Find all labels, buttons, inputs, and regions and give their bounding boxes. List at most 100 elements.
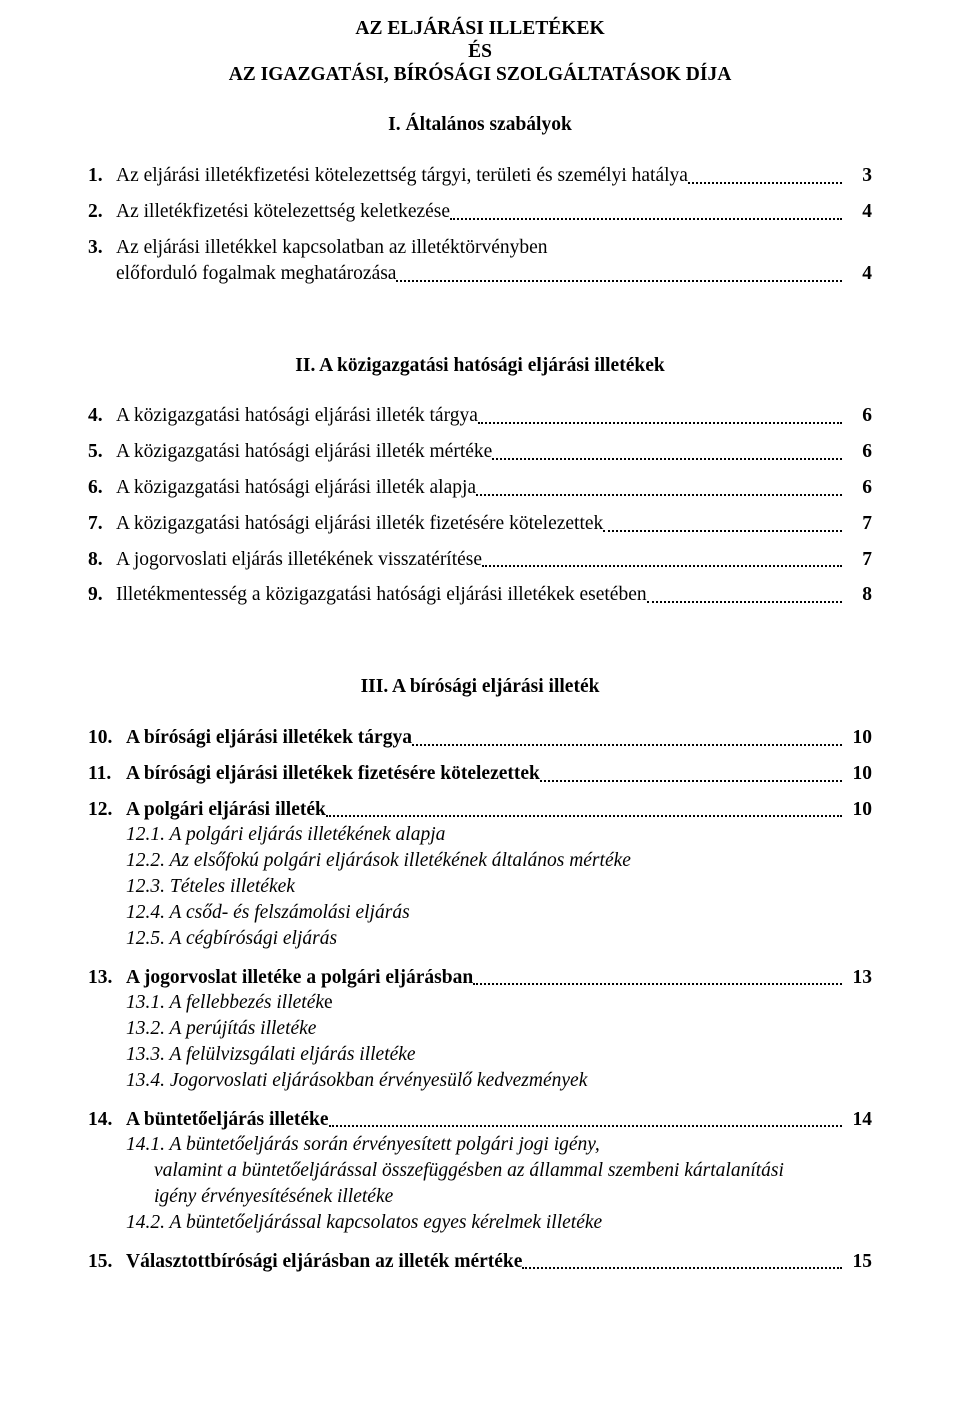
- toc-page: 13: [844, 967, 872, 990]
- toc-number: 3.: [88, 237, 116, 260]
- toc-subitem: 13.2. A perújítás illetéke: [88, 1018, 872, 1041]
- toc-page: 4: [844, 201, 872, 224]
- toc-leader: [482, 565, 842, 567]
- toc-subitem: 12.4. A csőd- és felszámolási eljárás: [88, 902, 872, 925]
- toc-leader: [329, 1125, 842, 1127]
- toc-number: 15.: [88, 1251, 126, 1274]
- toc-row: 4. A közigazgatási hatósági eljárási ill…: [88, 405, 872, 428]
- section-heading-1: I. Általános szabályok: [88, 114, 872, 137]
- toc-number: 8.: [88, 549, 116, 572]
- title-line-1: AZ ELJÁRÁSI ILLETÉKEK: [88, 18, 872, 41]
- toc-page: 15: [844, 1251, 872, 1274]
- toc-label: Választottbírósági eljárásban az illeték…: [126, 1251, 522, 1274]
- toc-subitem: 14.1. A büntetőeljárás során érvényesíte…: [88, 1134, 872, 1157]
- toc-page: 6: [844, 405, 872, 428]
- toc-subitem: 12.1. A polgári eljárás illetékének alap…: [88, 824, 872, 847]
- toc-number: 5.: [88, 441, 116, 464]
- toc-leader: [522, 1267, 842, 1269]
- toc-number: 14.: [88, 1109, 126, 1132]
- toc-number: 12.: [88, 799, 126, 822]
- toc-leader: [473, 983, 842, 985]
- toc-label: A közigazgatási hatósági eljárási illeté…: [116, 405, 478, 428]
- toc-label: A jogorvoslat illetéke a polgári eljárás…: [126, 967, 473, 990]
- toc-number: 7.: [88, 513, 116, 536]
- toc-page: 10: [844, 727, 872, 750]
- toc-number: 6.: [88, 477, 116, 500]
- toc-subitem: 12.5. A cégbírósági eljárás: [88, 928, 872, 951]
- toc-page: 7: [844, 513, 872, 536]
- toc-page: 7: [844, 549, 872, 572]
- toc-number: 1.: [88, 165, 116, 188]
- toc-leader: [478, 422, 842, 424]
- toc-row: 1. Az eljárási illetékfizetési kötelezet…: [88, 165, 872, 188]
- toc-row: előforduló fogalmak meghatározása 4: [116, 263, 872, 286]
- toc-row: 5. A közigazgatási hatósági eljárási ill…: [88, 441, 872, 464]
- toc-subitem: 12.3. Tételes illetékek: [88, 876, 872, 899]
- toc-subitem: 13.3. A felülvizsgálati eljárás illetéke: [88, 1044, 872, 1067]
- toc-label: Illetékmentesség a közigazgatási hatóság…: [116, 584, 647, 607]
- toc-page: 10: [844, 799, 872, 822]
- toc-leader: [476, 494, 842, 496]
- toc-label: előforduló fogalmak meghatározása: [116, 263, 396, 286]
- toc-section-1: 1. Az eljárási illetékfizetési kötelezet…: [88, 165, 872, 285]
- section-heading-3: III. A bírósági eljárási illeték: [88, 676, 872, 699]
- toc-subitem-cont: igény érvényesítésének illetéke: [88, 1186, 872, 1209]
- toc-row: 11. A bírósági eljárási illetékek fizeté…: [88, 763, 872, 786]
- toc-number: 2.: [88, 201, 116, 224]
- toc-number: 9.: [88, 584, 116, 607]
- toc-label: A bírósági eljárási illetékek tárgya: [126, 727, 412, 750]
- toc-leader: [326, 815, 842, 817]
- toc-row: 8. A jogorvoslati eljárás illetékének vi…: [88, 549, 872, 572]
- toc-label: A közigazgatási hatósági eljárási illeté…: [116, 477, 476, 500]
- toc-row: 13. A jogorvoslat illetéke a polgári elj…: [88, 967, 872, 990]
- toc-section-3: 10. A bírósági eljárási illetékek tárgya…: [88, 727, 872, 1273]
- toc-page: 4: [844, 263, 872, 286]
- toc-number: 11.: [88, 763, 126, 786]
- toc-label: A polgári eljárási illeték: [126, 799, 326, 822]
- toc-page: 10: [844, 763, 872, 786]
- toc-leader: [688, 182, 842, 184]
- toc-page: 14: [844, 1109, 872, 1132]
- toc-page: 6: [844, 441, 872, 464]
- toc-row: 9. Illetékmentesség a közigazgatási ható…: [88, 584, 872, 607]
- toc-subitem-suffix: e: [324, 992, 333, 1013]
- document-title: AZ ELJÁRÁSI ILLETÉKEK ÉS AZ IGAZGATÁSI, …: [88, 18, 872, 86]
- toc-leader: [647, 601, 842, 603]
- toc-subitem: 12.2. Az elsőfokú polgári eljárások ille…: [88, 850, 872, 873]
- toc-label: Az eljárási illetékfizetési kötelezettsé…: [116, 165, 688, 188]
- toc-row: 7. A közigazgatási hatósági eljárási ill…: [88, 513, 872, 536]
- toc-page: 3: [844, 165, 872, 188]
- toc-section-2: 4. A közigazgatási hatósági eljárási ill…: [88, 405, 872, 607]
- toc-label: A közigazgatási hatósági eljárási illeté…: [116, 441, 492, 464]
- toc-row: 3. Az eljárási illetékkel kapcsolatban a…: [88, 237, 872, 260]
- toc-page: 8: [844, 584, 872, 607]
- toc-number: 4.: [88, 405, 116, 428]
- toc-row: 12. A polgári eljárási illeték 10: [88, 799, 872, 822]
- toc-subitem: 13.4. Jogorvoslati eljárásokban érvényes…: [88, 1070, 872, 1093]
- toc-label: Az illetékfizetési kötelezettség keletke…: [116, 201, 450, 224]
- toc-label: Az eljárási illetékkel kapcsolatban az i…: [116, 237, 548, 260]
- toc-number: 10.: [88, 727, 126, 750]
- toc-leader: [450, 218, 842, 220]
- toc-row: 14. A büntetőeljárás illetéke 14: [88, 1109, 872, 1132]
- toc-subitem: 14.2. A büntetőeljárással kapcsolatos eg…: [88, 1212, 872, 1235]
- toc-label: A büntetőeljárás illetéke: [126, 1109, 329, 1132]
- toc-leader: [412, 744, 842, 746]
- toc-label: A bírósági eljárási illetékek fizetésére…: [126, 763, 540, 786]
- toc-subitem-prefix: 13.1. A fellebbezés illeték: [126, 992, 324, 1013]
- toc-leader: [396, 280, 842, 282]
- toc-leader: [540, 780, 842, 782]
- toc-number: 13.: [88, 967, 126, 990]
- toc-row: 10. A bírósági eljárási illetékek tárgya…: [88, 727, 872, 750]
- toc-label: A közigazgatási hatósági eljárási illeté…: [116, 513, 603, 536]
- toc-subitem-cont: valamint a büntetőeljárással összefüggés…: [88, 1160, 872, 1183]
- toc-row: 6. A közigazgatási hatósági eljárási ill…: [88, 477, 872, 500]
- section-heading-2: II. A közigazgatási hatósági eljárási il…: [88, 355, 872, 378]
- toc-leader: [603, 530, 842, 532]
- toc-label: A jogorvoslati eljárás illetékének vissz…: [116, 549, 482, 572]
- title-line-3: AZ IGAZGATÁSI, BÍRÓSÁGI SZOLGÁLTATÁSOK D…: [88, 64, 872, 87]
- toc-page: 6: [844, 477, 872, 500]
- toc-leader: [492, 458, 842, 460]
- title-line-2: ÉS: [88, 41, 872, 64]
- toc-row: 15. Választottbírósági eljárásban az ill…: [88, 1251, 872, 1274]
